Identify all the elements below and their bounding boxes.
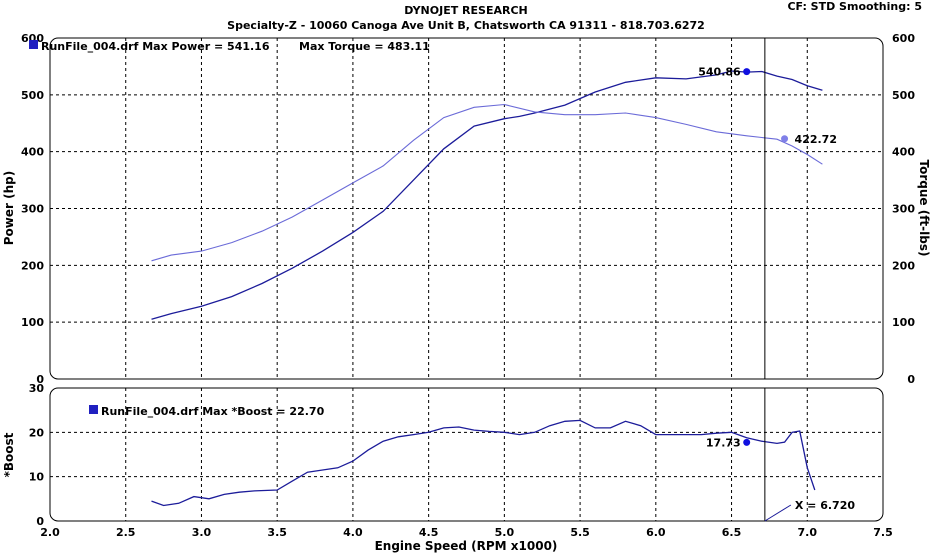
x-tick-label: 7.0 xyxy=(798,526,818,539)
bottom-left-tick-label: 0 xyxy=(36,515,44,528)
x-tick-label: 5.5 xyxy=(570,526,590,539)
top-ticks: 0 0 100 100 200 200 300 300 400 400 500 500 600 600 xyxy=(21,32,915,386)
chart-header-subtitle: Specialty-Z - 10060 Canoga Ave Unit B, C… xyxy=(227,19,705,32)
top-markers: 540.86 422.72 xyxy=(698,66,837,146)
cursor-x-label: X = 6.720 xyxy=(795,499,855,512)
power-legend-icon xyxy=(29,40,38,49)
legend-power: RunFile_004.drf Max Power = 541.16 xyxy=(41,40,270,53)
power-marker xyxy=(743,68,751,76)
x-tick-label: 7.5 xyxy=(873,526,893,539)
top-right-tick-label: 100 xyxy=(892,316,915,329)
cursor-pointer-line xyxy=(764,504,792,522)
x-tick-label: 2.5 xyxy=(116,526,136,539)
power-series-line xyxy=(151,70,823,320)
top-left-tick-label: 100 xyxy=(21,316,44,329)
xlabel: Engine Speed (RPM x1000) xyxy=(375,539,558,553)
torque-marker-label: 422.72 xyxy=(795,133,837,146)
top-left-tick-label: 0 xyxy=(36,373,44,386)
top-series xyxy=(151,38,823,379)
x-tick-label: 2.0 xyxy=(40,526,60,539)
boost-series-line xyxy=(151,419,816,507)
boost-marker xyxy=(743,438,751,446)
boost-legend-icon xyxy=(89,405,98,414)
bottom-left-tick-label: 30 xyxy=(29,382,45,395)
top-plot: 0 0 100 100 200 200 300 300 400 400 500 500 600 600 5… xyxy=(2,32,931,386)
bottom-grid xyxy=(50,388,883,521)
chart-header-title: DYNOJET RESEARCH xyxy=(404,4,527,17)
top-right-tick-label: 200 xyxy=(892,259,915,272)
ylabel-boost: *Boost xyxy=(2,432,16,477)
top-right-tick-label: 0 xyxy=(907,373,915,386)
x-tick-label: 3.0 xyxy=(192,526,212,539)
torque-series-line xyxy=(151,103,823,262)
legend-torque: Max Torque = 483.11 xyxy=(299,40,430,53)
x-tick-label: 4.5 xyxy=(419,526,439,539)
top-left-tick-label: 600 xyxy=(21,32,44,45)
top-right-tick-label: 600 xyxy=(892,32,915,45)
ylabel-power: Power (hp) xyxy=(2,171,16,245)
bottom-left-tick-label: 20 xyxy=(29,426,45,439)
ylabel-torque: Torque (ft-lbs) xyxy=(917,160,931,257)
boost-marker-label: 17.73 xyxy=(706,436,741,449)
top-right-tick-label: 300 xyxy=(892,203,915,216)
x-tick-label: 6.0 xyxy=(646,526,666,539)
x-tick-label: 5.0 xyxy=(495,526,515,539)
bottom-markers: 17.73 X = 6.720 xyxy=(706,436,855,512)
x-tick-label: 3.5 xyxy=(267,526,287,539)
torque-marker xyxy=(781,135,789,143)
top-left-tick-label: 300 xyxy=(21,203,44,216)
bottom-ticks: 0 10 20 30 2.0 2.5 3.0 3.5 4.0 4.5 5.0 5.5 6.0 6.5 7.0… xyxy=(29,382,893,539)
x-tick-label: 4.0 xyxy=(343,526,363,539)
bottom-left-tick-label: 10 xyxy=(29,471,45,484)
top-left-tick-label: 400 xyxy=(21,146,44,159)
bottom-plot: 0 10 20 30 2.0 2.5 3.0 3.5 4.0 4.5 5.0 5.5 6.0 6.5 7.0… xyxy=(2,382,893,539)
cf-smoothing-info: CF: STD Smoothing: 5 xyxy=(787,0,922,13)
top-left-tick-label: 200 xyxy=(21,259,44,272)
power-marker-label: 540.86 xyxy=(698,66,741,79)
top-right-tick-label: 500 xyxy=(892,89,915,102)
bottom-series xyxy=(151,388,816,522)
top-right-tick-label: 400 xyxy=(892,146,915,159)
top-grid xyxy=(50,38,883,379)
top-left-tick-label: 500 xyxy=(21,89,44,102)
bottom-plot-frame xyxy=(49,387,884,522)
x-tick-label: 6.5 xyxy=(722,526,742,539)
legend-boost: RunFile_004.drf Max *Boost = 22.70 xyxy=(101,405,325,418)
